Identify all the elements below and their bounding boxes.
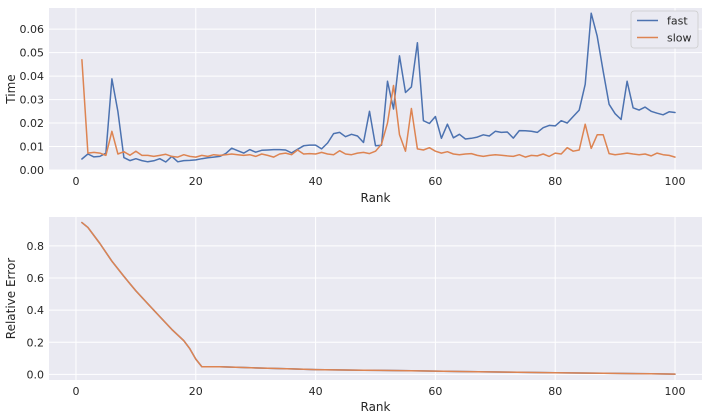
time-y-tick-label: 0.01 — [20, 141, 45, 154]
error-y-ticks: 0.0 0.2 0.4 0.6 0.8 — [27, 240, 45, 381]
error-x-tick-label: 80 — [548, 385, 562, 398]
time-y-tick-label: 0.03 — [20, 94, 45, 107]
time-y-tick-label: 0.06 — [20, 23, 45, 36]
error-y-axis-label: Relative Error — [4, 258, 18, 340]
time-panel: 0 20 40 60 80 100 0.000.010.020.030.040.050.0… — [4, 8, 702, 205]
error-y-tick-label: 0.8 — [27, 240, 45, 253]
time-y-tick-label: 0.04 — [20, 70, 45, 83]
error-x-ticks: 0 20 40 60 80 100 — [72, 385, 685, 398]
error-x-axis-label: Rank — [361, 400, 391, 414]
error-y-tick-label: 0.6 — [27, 272, 45, 285]
time-series-lines — [81, 12, 676, 163]
time-series-fast-line — [81, 12, 676, 163]
error-x-tick-label: 40 — [309, 385, 323, 398]
time-y-axis-label: Time — [4, 74, 18, 104]
time-y-ticks: 0.00 0.01 0.02 0.03 0.04 0.05 0.06 — [20, 23, 45, 177]
time-x-tick-label: 100 — [665, 175, 686, 188]
legend-slow-label: slow — [667, 32, 692, 45]
time-x-tick-label: 60 — [428, 175, 442, 188]
time-x-tick-label: 80 — [548, 175, 562, 188]
time-series-slow-line — [81, 58, 676, 158]
error-panel: 0 20 40 60 80 100 0.0 0.2 0.4 0.6 0.8 Rank Relati… — [4, 217, 702, 414]
legend-fast-label: fast — [667, 15, 688, 28]
error-grid — [49, 217, 702, 380]
time-x-tick-label: 20 — [189, 175, 203, 188]
legend: fast slow — [630, 10, 699, 49]
time-y-tick-label: 0.02 — [20, 117, 45, 130]
error-series-line-2-line — [81, 221, 676, 375]
time-grid — [49, 8, 702, 171]
error-y-tick-label: 0.2 — [27, 336, 45, 349]
error-y-tick-label: 0.4 — [27, 304, 45, 317]
time-x-tick-label: 40 — [309, 175, 323, 188]
error-series-lines — [81, 221, 676, 375]
time-x-ticks: 0 20 40 60 80 100 — [72, 175, 685, 188]
error-plot-background — [49, 217, 702, 380]
error-x-tick-label: 20 — [189, 385, 203, 398]
error-x-tick-label: 0 — [72, 385, 79, 398]
time-x-tick-label: 0 — [72, 175, 79, 188]
error-x-tick-label: 60 — [428, 385, 442, 398]
time-y-tick-label: 0.05 — [20, 47, 45, 60]
time-y-tick-label: 0.00 — [20, 164, 45, 177]
error-y-tick-label: 0.0 — [27, 368, 45, 381]
time-x-axis-label: Rank — [361, 191, 391, 205]
error-x-tick-label: 100 — [665, 385, 686, 398]
